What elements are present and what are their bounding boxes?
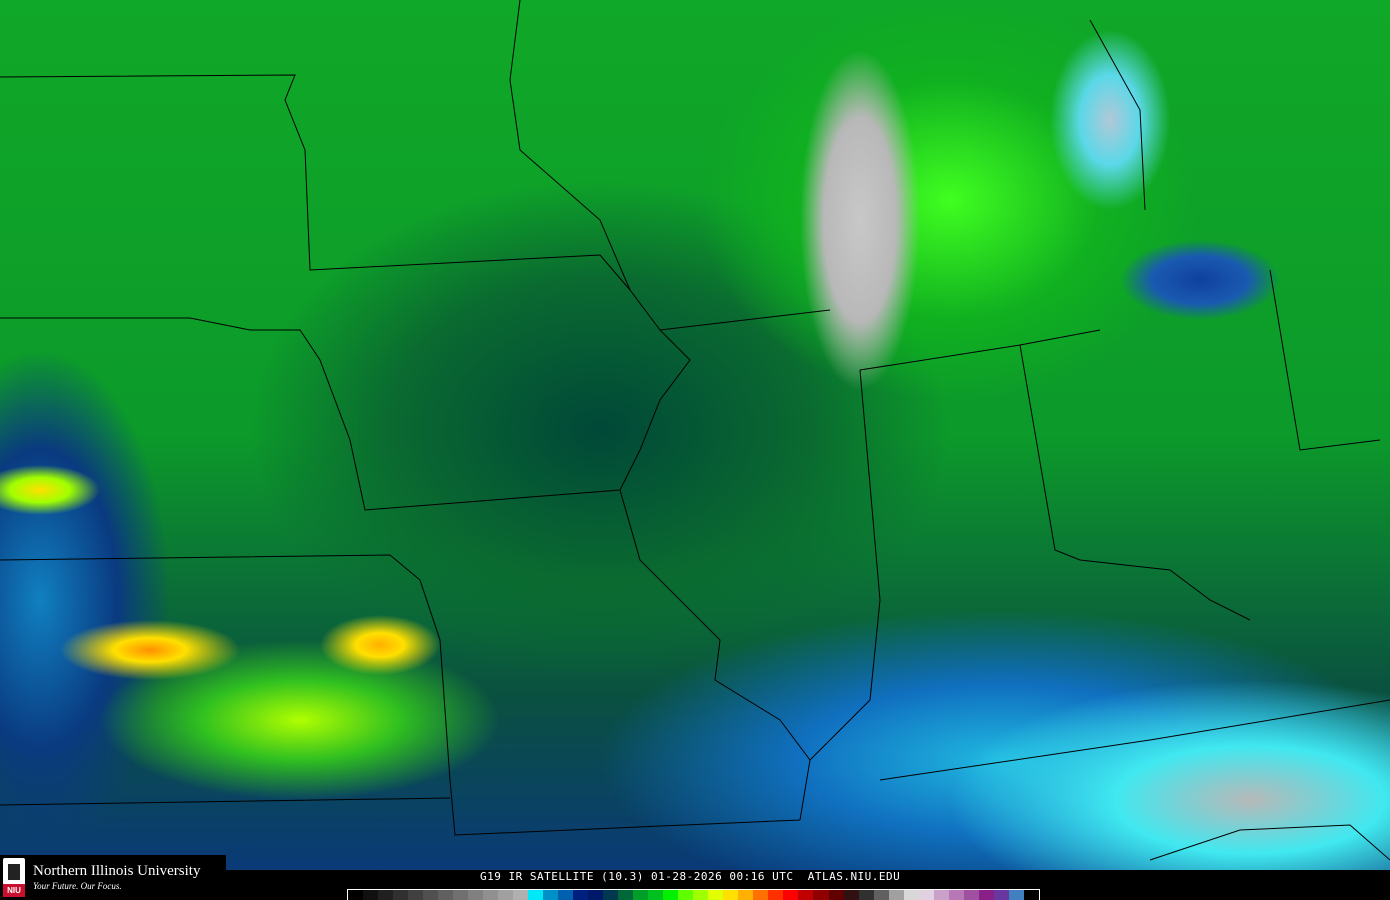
border-line: [879, 699, 1390, 781]
time: 00:16 UTC: [729, 870, 794, 883]
color-scale-swatch: [933, 890, 949, 900]
site-url: ATLAS.NIU.EDU: [807, 870, 901, 883]
border-line: [1149, 824, 1390, 861]
border-line: [1019, 344, 1251, 621]
border-line: [809, 369, 881, 761]
channel: (10.3): [601, 870, 644, 883]
image-caption: G19 IR SATELLITE (10.3) 01-28-2026 00:16…: [480, 870, 900, 883]
color-scale-swatch: [408, 890, 424, 900]
color-scale-swatch: [873, 890, 889, 900]
color-scale-swatch: [453, 890, 469, 900]
color-scale-swatch: [558, 890, 574, 900]
color-scale-swatch: [468, 890, 484, 900]
color-scale-swatch: [678, 890, 694, 900]
color-scale-swatch: [363, 890, 379, 900]
border-line: [619, 489, 811, 821]
color-scale-swatch: [813, 890, 829, 900]
color-scale-swatch: [888, 890, 904, 900]
niu-logo: NIU Northern Illinois University Your Fu…: [0, 855, 226, 900]
color-scale-swatch: [348, 890, 364, 900]
color-scale-swatch: [723, 890, 739, 900]
color-scale-swatch: [993, 890, 1009, 900]
color-scale-swatch: [918, 890, 934, 900]
color-scale-bar: [347, 889, 1040, 900]
color-scale-swatch: [798, 890, 814, 900]
border-line: [859, 329, 1101, 371]
border-line: [1269, 269, 1381, 451]
color-scale-swatch: [978, 890, 994, 900]
border-line: [509, 0, 631, 291]
product-name: IR SATELLITE: [508, 870, 594, 883]
color-scale-swatch: [738, 890, 754, 900]
state-borders: [0, 0, 1390, 870]
color-scale-swatch: [513, 890, 529, 900]
color-scale-swatch: [828, 890, 844, 900]
color-scale-swatch: [588, 890, 604, 900]
border-line: [0, 317, 691, 511]
color-scale-swatch: [663, 890, 679, 900]
color-scale-swatch: [753, 890, 769, 900]
color-scale-swatch: [843, 890, 859, 900]
satellite-id: G19: [480, 870, 502, 883]
ir-satellite-map: [0, 0, 1390, 870]
color-scale-swatch: [423, 890, 439, 900]
color-scale-swatch: [783, 890, 799, 900]
color-scale-swatch: [648, 890, 664, 900]
color-scale-swatch: [618, 890, 634, 900]
color-scale-swatch: [498, 890, 514, 900]
university-name: Northern Illinois University: [33, 863, 201, 879]
color-scale-swatch: [708, 890, 724, 900]
university-tagline: Your Future. Our Focus.: [33, 881, 122, 891]
border-line: [1089, 19, 1146, 211]
border-line: [0, 797, 451, 806]
color-scale-swatch: [768, 890, 784, 900]
color-scale-swatch: [438, 890, 454, 900]
color-scale-swatch: [603, 890, 619, 900]
color-scale-swatch: [393, 890, 409, 900]
color-scale-swatch: [1008, 890, 1024, 900]
border-line: [0, 74, 831, 331]
color-scale-swatch: [528, 890, 544, 900]
border-line: [0, 554, 801, 836]
niu-shield-icon: NIU: [3, 858, 25, 897]
color-scale-swatch: [1023, 890, 1039, 900]
color-scale-swatch: [693, 890, 709, 900]
date: 01-28-2026: [650, 870, 723, 883]
color-scale-swatch: [963, 890, 979, 900]
color-scale-swatch: [378, 890, 394, 900]
color-scale-swatch: [573, 890, 589, 900]
color-scale-swatch: [858, 890, 874, 900]
color-scale-swatch: [633, 890, 649, 900]
color-scale-swatch: [483, 890, 499, 900]
color-scale-swatch: [903, 890, 919, 900]
color-scale-swatch: [543, 890, 559, 900]
color-scale-swatch: [948, 890, 964, 900]
